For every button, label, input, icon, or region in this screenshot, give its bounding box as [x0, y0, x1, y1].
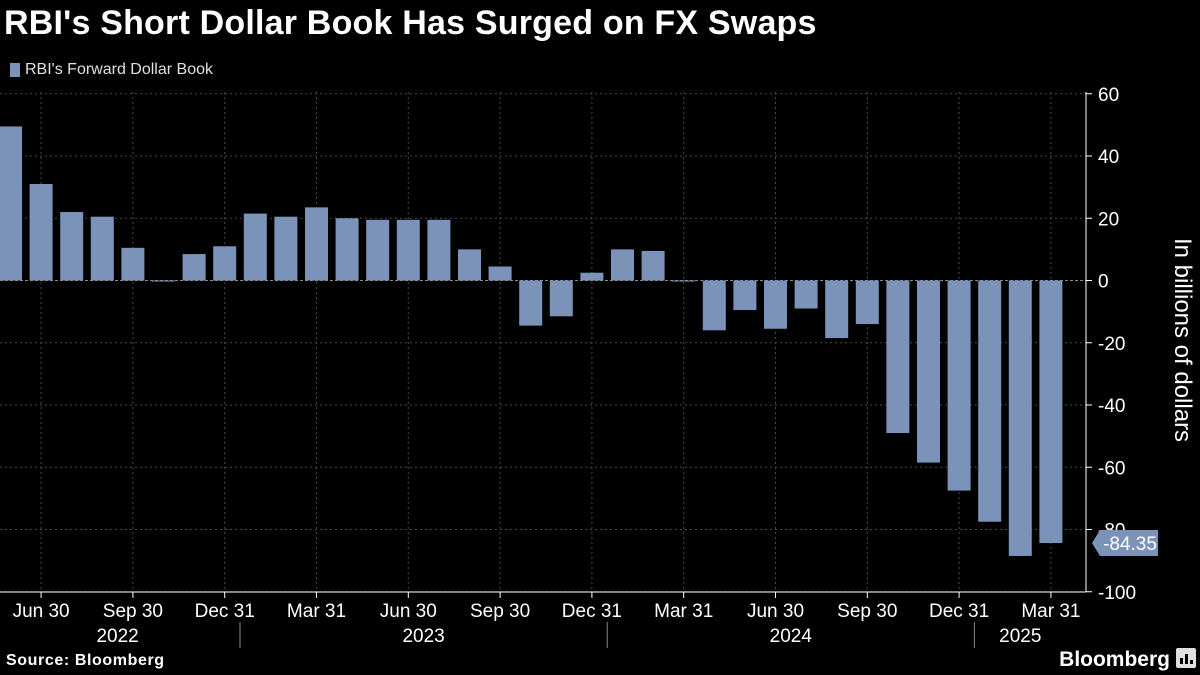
- y-tick-label: 0: [1098, 272, 1109, 293]
- bar: [611, 249, 634, 281]
- bar: [274, 216, 298, 281]
- bar: [549, 280, 573, 317]
- y-tick-label: -60: [1098, 458, 1125, 479]
- bar: [488, 266, 512, 281]
- chart-legend: RBI's Forward Dollar Book: [10, 60, 213, 80]
- bar: [396, 219, 420, 281]
- y-tick-label: 20: [1098, 209, 1119, 230]
- y-tick-label: 40: [1098, 147, 1119, 168]
- bar: [947, 280, 971, 491]
- bar: [29, 184, 53, 281]
- bar: [641, 250, 665, 281]
- x-tick-label: Jun 30: [380, 601, 437, 622]
- bar: [672, 280, 696, 282]
- x-tick-label: Mar 31: [1021, 601, 1080, 622]
- bloomberg-chart-icon: [1176, 648, 1196, 668]
- chart-title: RBI's Short Dollar Book Has Surged on FX…: [4, 4, 817, 42]
- x-tick-label: Dec 31: [929, 601, 989, 622]
- last-value-callout: [1092, 530, 1158, 557]
- bar: [152, 280, 175, 282]
- bar: [764, 280, 787, 329]
- x-tick-label: Dec 31: [195, 601, 255, 622]
- bar: [855, 280, 879, 325]
- bar: [886, 280, 910, 434]
- x-year-label: 2022: [96, 626, 138, 647]
- bar: [182, 254, 206, 281]
- bar: [305, 207, 328, 281]
- x-year-label: 2023: [402, 626, 444, 647]
- bar: [427, 219, 451, 281]
- y-tick-label: -20: [1098, 334, 1125, 355]
- x-tick-label: Mar 31: [654, 601, 713, 622]
- x-tick-label: Sep 30: [837, 601, 897, 622]
- bar: [1008, 280, 1032, 556]
- source-note: Source: Bloomberg: [6, 652, 165, 669]
- bar: [825, 280, 849, 339]
- bar: [978, 280, 1002, 522]
- bar: [702, 280, 726, 331]
- bar: [794, 280, 818, 309]
- bar: [90, 216, 114, 281]
- x-tick-label: Jun 30: [747, 601, 804, 622]
- x-tick-label: Jun 30: [13, 601, 70, 622]
- y-tick-label: 60: [1098, 85, 1119, 106]
- x-tick-label: Sep 30: [470, 601, 530, 622]
- annotations: -84.35: [1092, 530, 1158, 557]
- bar: [917, 280, 940, 463]
- last-value-label: -84.35: [1103, 534, 1157, 555]
- legend-label: RBI's Forward Dollar Book: [25, 61, 213, 78]
- bar: [580, 272, 604, 281]
- y-tick-label: -100: [1098, 583, 1136, 604]
- x-year-label: 2025: [999, 626, 1041, 647]
- bar: [366, 219, 390, 281]
- x-year-label: 2024: [770, 626, 813, 647]
- bar: [0, 126, 22, 281]
- bar: [1039, 280, 1063, 544]
- x-tick-label: Sep 30: [103, 601, 163, 622]
- y-axis-title: In billions of dollars: [1169, 238, 1196, 442]
- bars: [0, 126, 1063, 556]
- bar: [458, 249, 481, 281]
- x-tick-label: Mar 31: [287, 601, 346, 622]
- bar: [733, 280, 757, 311]
- y-tick-label: -40: [1098, 396, 1125, 417]
- bar: [213, 246, 237, 281]
- bar: [60, 212, 84, 281]
- bar: [243, 213, 267, 281]
- bar: [519, 280, 543, 326]
- legend-swatch: [10, 63, 20, 77]
- bloomberg-logo: Bloomberg: [1059, 648, 1170, 671]
- x-axis: Jun 30 Sep 30 Dec 31 Mar 31 Jun 30 Sep 30 Dec …: [0, 591, 1086, 648]
- bar: [335, 218, 359, 281]
- x-tick-label: Dec 31: [562, 601, 622, 622]
- bar: [121, 247, 145, 281]
